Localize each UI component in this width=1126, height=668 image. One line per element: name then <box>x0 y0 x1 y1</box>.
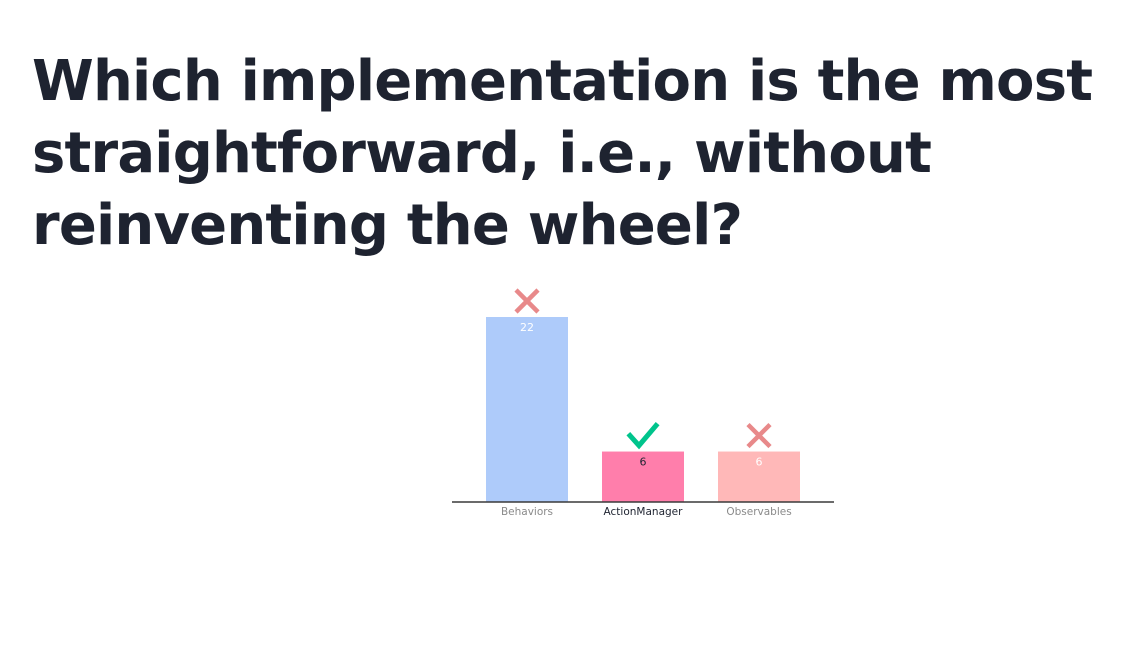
bar-behaviors <box>486 317 568 502</box>
category-label-observables: Observables <box>726 506 791 518</box>
category-label-behaviors: Behaviors <box>501 506 553 518</box>
value-label-actionmanager: 6 <box>640 456 647 469</box>
bar-actionmanager <box>602 451 684 502</box>
cross-icon <box>746 422 772 449</box>
cross-icon <box>514 288 540 314</box>
answer-marks-layer <box>514 288 772 450</box>
labels-layer: 22 Behaviors 6 ActionManager 6 Observables <box>501 321 792 518</box>
value-label-observables: 6 <box>756 456 763 469</box>
bars-layer <box>486 317 800 502</box>
check-icon <box>626 422 660 450</box>
bar-observables <box>718 451 800 502</box>
value-label-behaviors: 22 <box>520 321 534 334</box>
category-label-actionmanager: ActionManager <box>604 506 684 518</box>
question-title: Which implementation is the most straigh… <box>32 49 1093 258</box>
